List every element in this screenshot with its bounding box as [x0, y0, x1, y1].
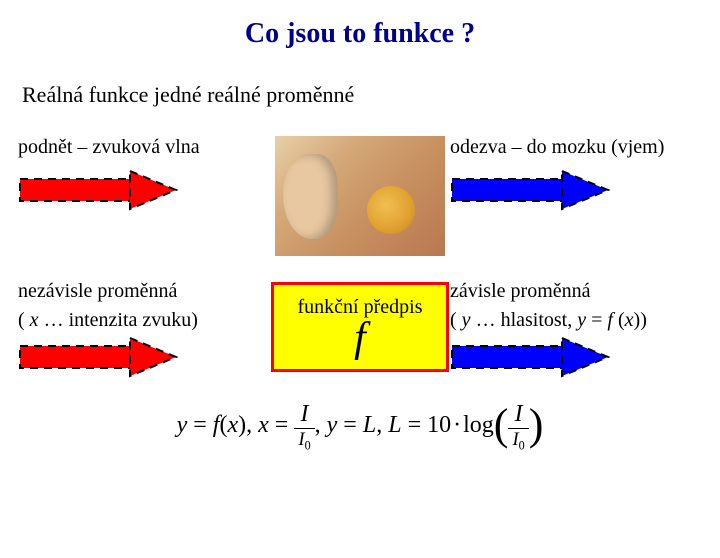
text: =	[586, 309, 607, 331]
f-c2: ,	[315, 412, 327, 438]
row-stimulus: podnět – zvuková vlna odezva – do mozku …	[0, 136, 720, 256]
f-y: y	[177, 412, 188, 438]
f-lparen-big: (	[494, 400, 509, 449]
row-variables: nezávisle proměnná ( x … intenzita zvuku…	[0, 280, 720, 383]
text: … hlasitost,	[471, 309, 578, 331]
f-eq3: =	[337, 412, 363, 438]
formula-line: y = f(x), x = II0, y = L, L = 10·log(II0…	[0, 401, 720, 452]
arrow-red-1	[18, 169, 270, 216]
f-x2: x	[258, 412, 269, 438]
arrow-blue-2	[450, 336, 702, 383]
f-eq2: =	[269, 412, 295, 438]
f-x: x	[227, 412, 238, 438]
text: (	[450, 309, 462, 331]
var-x: x	[30, 309, 39, 331]
page-title: Co jsou to funkce ?	[0, 18, 720, 50]
frac1-den-0: 0	[305, 438, 311, 452]
f-eq: =	[187, 412, 213, 438]
response-label: odezva – do mozku (vjem)	[450, 136, 702, 159]
f-dot: ·	[451, 412, 463, 438]
text: … intenzita zvuku)	[39, 309, 198, 331]
dashed-arrow-icon	[18, 169, 178, 211]
stimulus-label: podnět – zvuková vlna	[18, 136, 270, 159]
dashed-arrow-icon	[18, 336, 178, 378]
eq-x: x	[625, 309, 634, 331]
dep-var-label-2: ( y … hlasitost, y = f (x))	[450, 309, 702, 332]
dep-var-label-1: závisle proměnná	[450, 280, 702, 303]
frac-1: II0	[294, 402, 314, 452]
frac1-den: I0	[294, 429, 314, 452]
var-y: y	[462, 309, 471, 331]
indep-var-label-2: ( x … intenzita zvuku)	[18, 309, 270, 332]
indep-var-label-1: nezávisle proměnná	[18, 280, 270, 303]
frac2-num: I	[508, 402, 528, 429]
f-log: log	[463, 412, 494, 438]
text: (	[613, 309, 625, 331]
col-left-stimulus: podnět – zvuková vlna	[18, 136, 270, 216]
f-L2: L	[388, 412, 401, 438]
col-right-response: odezva – do mozku (vjem)	[450, 136, 702, 216]
f-10: 10	[427, 412, 451, 438]
col-left-indep: nezávisle proměnná ( x … intenzita zvuku…	[18, 280, 270, 383]
arrow-blue-1	[450, 169, 702, 216]
dashed-arrow-icon	[450, 169, 610, 211]
f-eq4: =	[402, 412, 428, 438]
f-y2: y	[327, 412, 338, 438]
f-L: L	[363, 412, 376, 438]
f-c: ,	[246, 412, 258, 438]
function-box-f: f	[354, 317, 366, 359]
ear-illustration	[275, 136, 445, 256]
f-c3: ,	[376, 412, 388, 438]
frac2-den-0: 0	[519, 438, 525, 452]
col-mid-ear	[270, 136, 450, 256]
arrow-red-2	[18, 336, 270, 383]
f-rparen-big: )	[529, 400, 544, 449]
frac2-den: I0	[508, 429, 528, 452]
subtitle: Reálná funkce jedné reálné proměnné	[22, 82, 720, 108]
col-mid-funcbox: funkční předpis f	[270, 280, 450, 372]
text: ))	[634, 309, 647, 331]
eq-y: y	[577, 309, 586, 331]
text: (	[18, 309, 30, 331]
col-right-dep: závisle proměnná ( y … hlasitost, y = f …	[450, 280, 702, 383]
frac-2: II0	[508, 402, 528, 452]
dashed-arrow-icon	[450, 336, 610, 378]
frac1-num: I	[294, 402, 314, 429]
f-rp: )	[238, 412, 246, 438]
function-box: funkční předpis f	[271, 282, 449, 372]
